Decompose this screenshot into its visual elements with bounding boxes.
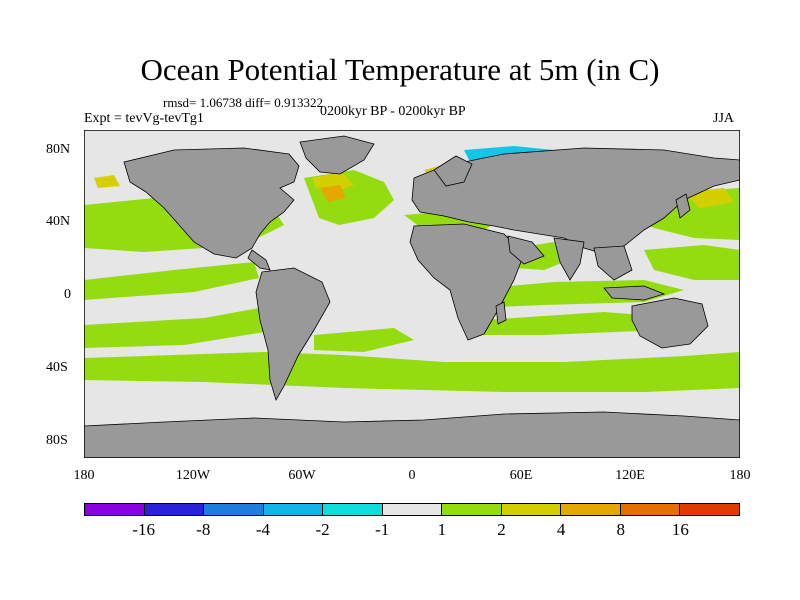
period-label: 0200kyr BP - 0200kyr BP (320, 104, 466, 119)
colorbar-label: -4 (255, 520, 270, 539)
lon-label-60e: 60E (509, 468, 533, 483)
colorbar-segment (620, 504, 681, 515)
colorbar-label: -8 (196, 520, 211, 539)
central-america (247, 249, 271, 271)
colorbar-segment (680, 504, 740, 515)
madagascar (495, 301, 507, 325)
colorbar-label: 4 (556, 520, 566, 539)
ocean-temperature-map (84, 130, 740, 458)
greenland (299, 135, 375, 175)
indonesia (603, 285, 666, 301)
lon-label-120w: 120W (175, 468, 211, 483)
colorbar-segment (501, 504, 562, 515)
plot-title: Ocean Potential Temperature at 5m (in C) (140, 52, 660, 87)
lon-label-180w: 180 (73, 468, 95, 483)
bering-yellow (94, 175, 120, 188)
lon-label-120e: 120E (615, 468, 645, 483)
lon-label-180e: 180 (729, 468, 751, 483)
colorbar-label: -2 (315, 520, 330, 539)
lon-label-60w: 60W (288, 468, 316, 483)
colorbar-label: 2 (497, 520, 506, 539)
australia (631, 297, 709, 349)
north-atlantic-yellow (312, 172, 354, 192)
colorbar-label: -1 (375, 520, 390, 539)
japan (675, 193, 691, 219)
india (553, 237, 585, 281)
colorbar-segment (561, 504, 621, 515)
lat-label-0: 0 (64, 287, 71, 302)
lat-label-40s: 40S (46, 360, 68, 375)
season-label: JJA (713, 111, 735, 126)
africa (409, 223, 525, 341)
colorbar-segment (323, 504, 383, 515)
pacific-subtropical-south (84, 262, 259, 300)
colorbar-segment (382, 504, 443, 515)
north-america (123, 147, 300, 259)
colorbar-segment (263, 504, 324, 515)
west-pacific-tropics (644, 245, 740, 280)
colorbar-label: 1 (437, 520, 447, 539)
arabia (507, 235, 545, 265)
land-masses (84, 135, 740, 458)
lat-label-80s: 80S (46, 433, 68, 448)
rmsd-diff-stats: rmsd= 1.06738 diff= 0.913322 (163, 95, 323, 110)
southeast-asia (593, 245, 633, 281)
south-america (255, 267, 331, 402)
colorbar-label: 16 (671, 520, 689, 539)
colorbar-segment (144, 504, 205, 515)
north-atlantic-orange (320, 185, 346, 202)
colorbar (84, 503, 740, 516)
pacific-south-band (84, 308, 264, 348)
lon-label-0: 0 (408, 468, 416, 483)
colorbar-segment (204, 504, 264, 515)
scandinavia (433, 155, 473, 187)
europe-asia (411, 147, 740, 255)
south-atlantic (314, 328, 414, 352)
antarctica (84, 411, 740, 458)
colorbar-label: -16 (132, 520, 155, 539)
colorbar-segment (85, 504, 145, 515)
colorbar-label: 8 (616, 520, 625, 539)
experiment-label: Expt = tevVg-tevTg1 (84, 111, 204, 126)
southern-ocean-band (84, 352, 740, 392)
lat-label-80n: 80N (46, 142, 71, 157)
lat-label-40n: 40N (46, 214, 71, 229)
colorbar-segment (442, 504, 502, 515)
